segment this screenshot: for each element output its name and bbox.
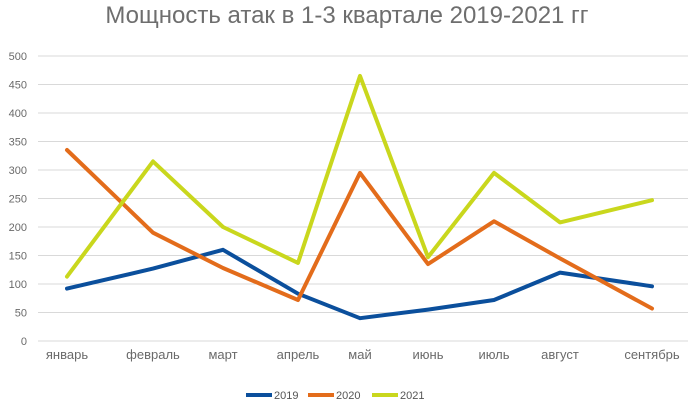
x-tick-label: март (208, 347, 237, 362)
x-tick-label: май (348, 347, 371, 362)
legend-label: 2020 (336, 390, 360, 402)
x-tick-label: январь (46, 347, 88, 362)
x-tick-label: июнь (413, 347, 444, 362)
series-line-2020 (65, 148, 654, 311)
y-tick-label: 200 (9, 222, 27, 234)
legend-item-2021: 2021 (372, 390, 424, 402)
x-tick-label: февраль (126, 347, 180, 362)
y-tick-label: 400 (9, 108, 27, 120)
x-tick-label: июль (478, 347, 509, 362)
y-tick-label: 450 (9, 80, 27, 92)
x-tick-label: сентябрь (624, 347, 680, 362)
legend-label: 2019 (274, 390, 298, 402)
legend-item-2019: 2019 (246, 390, 298, 402)
y-tick-label: 300 (9, 165, 27, 177)
y-tick-label: 0 (21, 336, 27, 348)
legend-item-2020: 2020 (308, 390, 360, 402)
x-tick-label: август (541, 347, 579, 362)
y-tick-label: 500 (9, 51, 27, 63)
y-tick-label: 350 (9, 137, 27, 149)
y-tick-label: 250 (9, 194, 27, 206)
legend: 2019 2020 2021 (246, 390, 424, 402)
y-tick-label: 100 (9, 279, 27, 291)
chart-title: Мощность атак в 1-3 квартале 2019-2021 г… (105, 2, 589, 29)
gridlines (38, 55, 688, 342)
y-tick-label: 150 (9, 251, 27, 263)
y-axis-ticks: 0 50 100 150 200 250 300 350 400 450 500 (9, 51, 27, 348)
x-tick-label: апрель (277, 347, 320, 362)
y-tick-label: 50 (15, 308, 27, 320)
legend-label: 2021 (400, 390, 424, 402)
series-lines (65, 73, 654, 321)
x-axis-ticks: январь февраль март апрель май июнь июль август… (46, 347, 680, 362)
